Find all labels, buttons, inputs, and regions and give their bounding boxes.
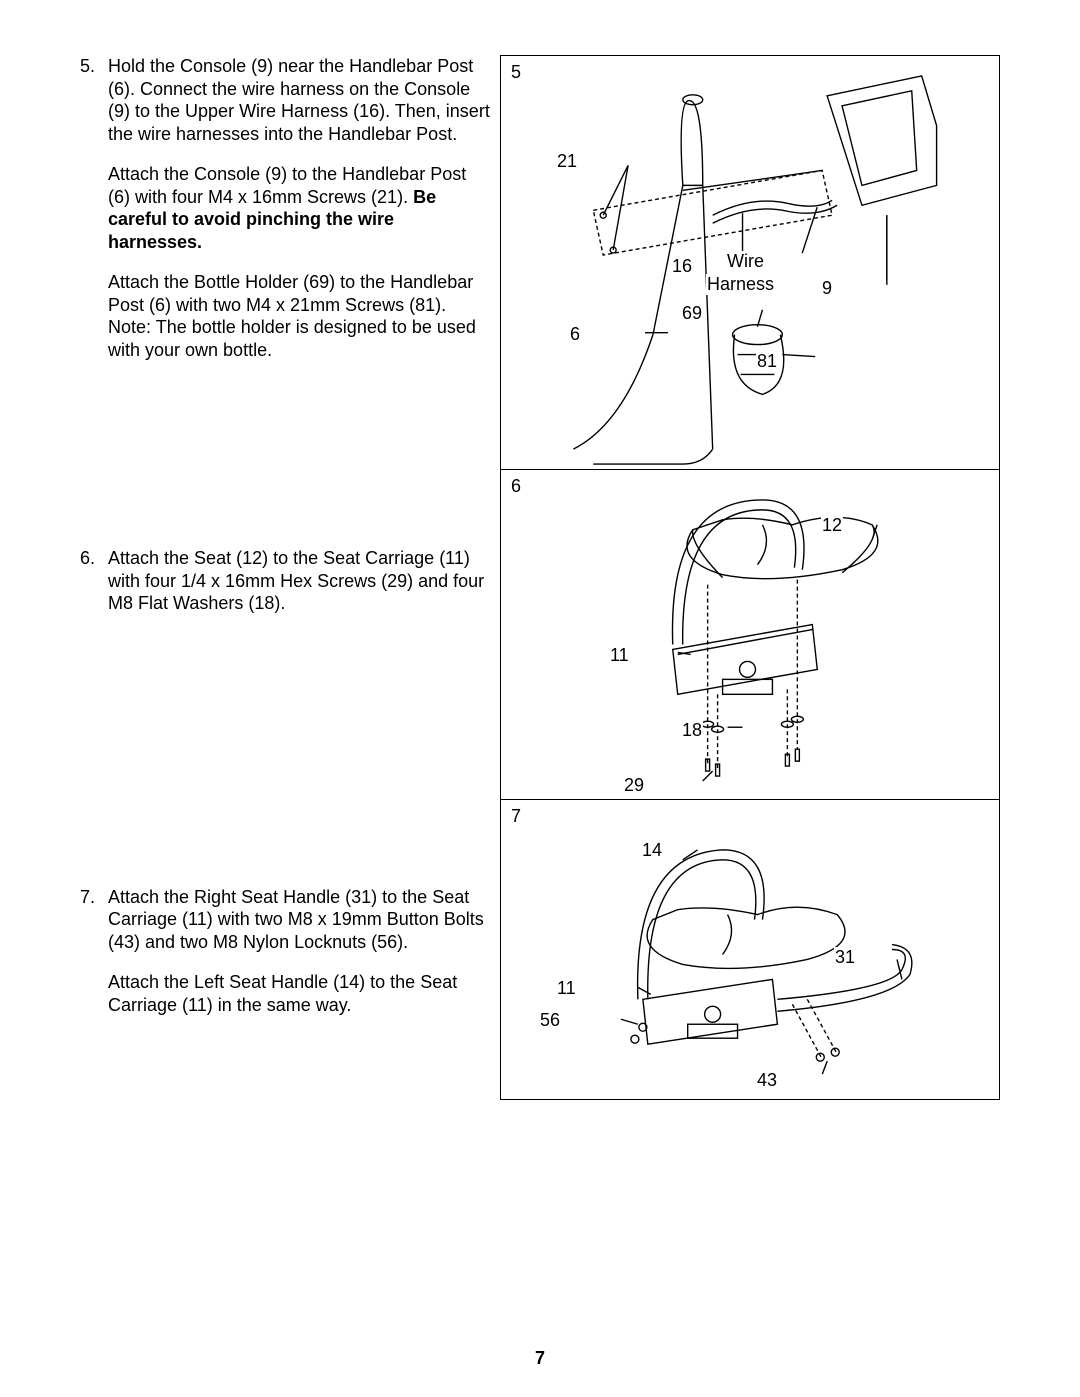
- step-paragraph: Attach the Left Seat Handle (14) to the …: [108, 971, 490, 1016]
- part-label: 14: [641, 840, 663, 861]
- step-body: Attach the Right Seat Handle (31) to the…: [108, 886, 490, 1017]
- step-paragraph: Hold the Console (9) near the Handlebar …: [108, 55, 490, 145]
- step-7: 7. Attach the Right Seat Handle (31) to …: [80, 886, 490, 1017]
- spacer: [80, 631, 490, 886]
- part-label: 31: [834, 947, 856, 968]
- part-label: 16: [671, 256, 693, 277]
- part-label: 69: [681, 303, 703, 324]
- step-6: 6. Attach the Seat (12) to the Seat Carr…: [80, 547, 490, 615]
- part-label: 9: [821, 278, 833, 299]
- figure-6: 6: [500, 470, 1000, 800]
- part-label: 81: [756, 351, 778, 372]
- figure-5: 5: [500, 55, 1000, 470]
- step-body: Attach the Seat (12) to the Seat Carriag…: [108, 547, 490, 615]
- page: 5. Hold the Console (9) near the Handleb…: [0, 0, 1080, 1397]
- figure-7-drawing: [501, 800, 999, 1099]
- step-number: 7.: [80, 886, 108, 1017]
- part-label: 11: [556, 978, 577, 999]
- part-label: 6: [569, 324, 581, 345]
- figure-column: 5: [500, 55, 1000, 1397]
- instruction-column: 5. Hold the Console (9) near the Handleb…: [80, 55, 500, 1397]
- figure-7: 7: [500, 800, 1000, 1100]
- step-paragraph: Attach the Console (9) to the Handlebar …: [108, 163, 490, 253]
- part-label: 11: [609, 645, 630, 666]
- part-label: 12: [821, 515, 843, 536]
- part-label: 18: [681, 720, 703, 741]
- step-number: 6.: [80, 547, 108, 615]
- part-label: Harness: [706, 274, 775, 295]
- step-paragraph: Attach the Right Seat Handle (31) to the…: [108, 886, 490, 954]
- part-label: 21: [556, 151, 578, 172]
- part-label: 56: [539, 1010, 561, 1031]
- part-label: 43: [756, 1070, 778, 1091]
- figure-6-drawing: [501, 470, 999, 799]
- step-5: 5. Hold the Console (9) near the Handleb…: [80, 55, 490, 361]
- page-number: 7: [0, 1348, 1080, 1369]
- step-number: 5.: [80, 55, 108, 361]
- step-body: Hold the Console (9) near the Handlebar …: [108, 55, 490, 361]
- step-paragraph: Attach the Bottle Holder (69) to the Han…: [108, 271, 490, 361]
- step-paragraph: Attach the Seat (12) to the Seat Carriag…: [108, 547, 490, 615]
- part-label: 29: [623, 775, 645, 796]
- part-label: Wire: [726, 251, 765, 272]
- spacer: [80, 377, 490, 547]
